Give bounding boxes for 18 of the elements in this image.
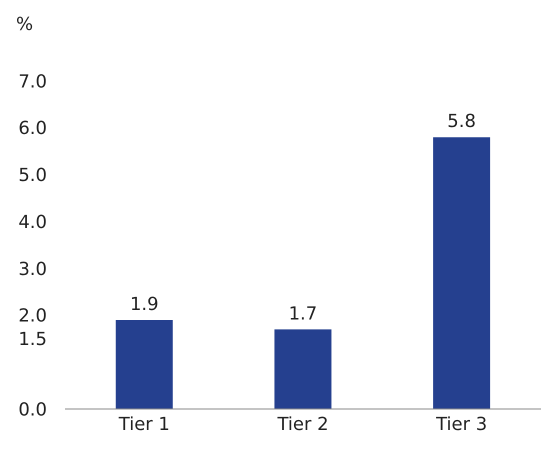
y-tick-label: 3.0 — [18, 258, 47, 280]
data-label: 5.8 — [447, 111, 476, 132]
bar — [274, 329, 332, 409]
data-label: 1.9 — [130, 294, 159, 315]
y-axis-title: % — [16, 14, 34, 35]
y-tick-label: 0.0 — [18, 399, 47, 420]
data-label: 1.7 — [288, 303, 318, 324]
y-tick-label: 7.0 — [18, 71, 47, 92]
y-tick-label: 5.0 — [18, 165, 47, 186]
x-tick-label: Tier 3 — [435, 414, 488, 435]
bar — [116, 320, 173, 409]
y-tick-label: 4.0 — [18, 212, 47, 233]
y-tick-label: 1.5 — [18, 329, 47, 350]
y-tick-label: 6.0 — [18, 118, 47, 140]
bar — [433, 137, 490, 409]
y-tick-label: 2.0 — [18, 306, 47, 327]
x-tick-label: Tier 2 — [276, 414, 329, 435]
x-tick-label: Tier 1 — [118, 414, 170, 435]
